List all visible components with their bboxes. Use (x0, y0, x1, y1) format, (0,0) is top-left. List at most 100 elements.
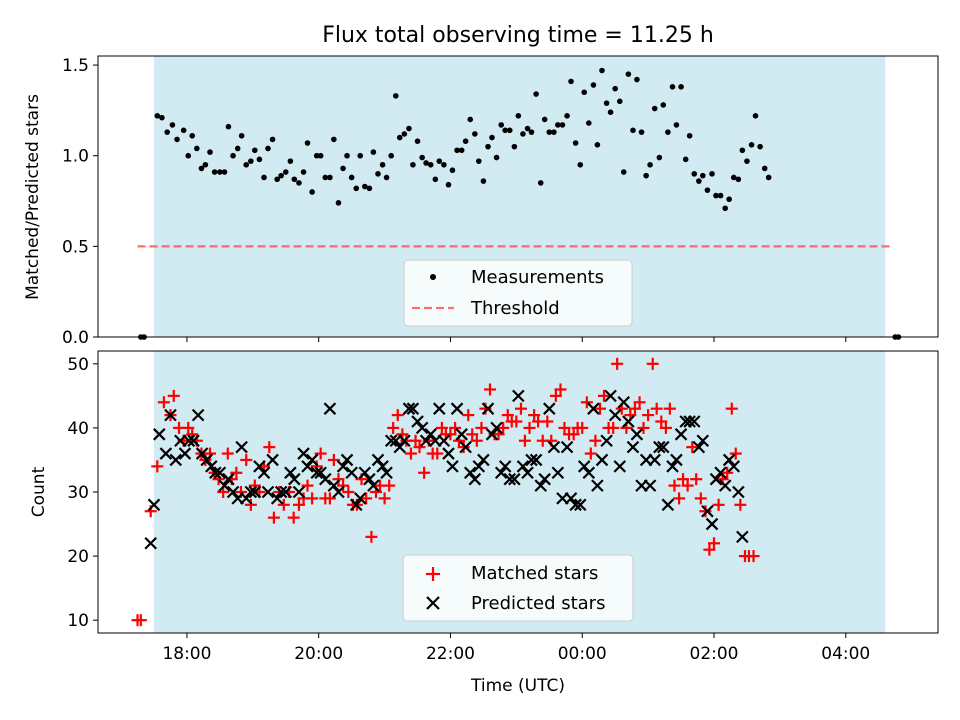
predicted-star-point (279, 485, 293, 499)
predicted-star-point (235, 440, 248, 454)
legend-matched-marker (426, 567, 440, 581)
predicted-star-point (547, 440, 561, 454)
predicted-star-point (648, 453, 661, 467)
measurement-point (691, 171, 698, 177)
predicted-star-point (406, 402, 420, 415)
matched-star-point (725, 402, 738, 415)
predicted-star-point (363, 472, 376, 486)
measurement-point (221, 169, 228, 175)
measurement-point (485, 143, 491, 150)
matched-star-point (457, 441, 470, 454)
measurement-point (414, 138, 421, 145)
measurement-point (340, 165, 346, 172)
measurement-point (502, 127, 508, 134)
ratio-y-tick-label: 0.5 (62, 237, 89, 257)
predicted-star-point (415, 421, 429, 435)
matched-star-point (444, 428, 457, 441)
measurement-point (709, 171, 715, 177)
measurement-point (722, 205, 728, 212)
matched-star-point (182, 421, 195, 434)
predicted-star-point (446, 460, 459, 473)
measurement-point (612, 85, 618, 92)
measurement-point (366, 185, 373, 192)
measurement-point (757, 143, 763, 150)
measurement-point (375, 171, 381, 177)
predicted-star-point (551, 466, 565, 480)
predicted-star-point (261, 485, 275, 499)
predicted-star-point (494, 466, 508, 480)
predicted-star-point (195, 447, 209, 460)
predicted-star-point (696, 434, 710, 448)
predicted-star-point (573, 498, 587, 512)
predicted-star-point (152, 428, 166, 441)
legend-measurements-marker (430, 274, 436, 280)
count-y-tick-label: 50 (67, 355, 89, 375)
measurement-point (533, 91, 539, 97)
measurement-point (506, 127, 513, 134)
measurement-point (586, 120, 592, 126)
predicted-star-point (244, 485, 258, 499)
matched-star-point (549, 389, 562, 402)
predicted-star-point (419, 434, 433, 448)
matched-star-point (466, 428, 479, 441)
predicted-star-point (274, 485, 288, 499)
ratio-y-tick-label: 1.0 (62, 147, 89, 167)
measurement-point (765, 174, 772, 181)
matched-star-point (151, 460, 164, 473)
measurement-point (274, 176, 281, 183)
matched-star-point (431, 447, 444, 460)
measurement-point (620, 169, 627, 175)
measurement-point (211, 169, 218, 175)
count-y-tick-label: 40 (67, 419, 89, 439)
matched-star-point (157, 396, 170, 409)
predicted-star-point (345, 466, 358, 480)
predicted-star-point (709, 472, 723, 486)
matched-star-point (387, 421, 400, 434)
measurement-point (234, 145, 241, 152)
measurement-point (735, 176, 742, 183)
ratio-y-tick-label: 1.5 (62, 56, 89, 76)
measurement-point (590, 82, 597, 88)
matched-star-point (418, 466, 431, 479)
count-y-tick-label: 30 (67, 483, 89, 503)
predicted-star-point (310, 466, 324, 480)
matched-star-point (528, 409, 541, 422)
measurement-point (696, 178, 702, 184)
measurement-point (300, 169, 307, 175)
predicted-star-point (442, 447, 455, 460)
matched-star-point (475, 421, 488, 434)
predicted-star-point (384, 434, 398, 448)
predicted-star-point (564, 492, 578, 505)
measurement-point (686, 132, 693, 139)
measurement-point (748, 142, 755, 148)
predicted-star-point (353, 492, 367, 505)
measurement-point (458, 147, 465, 154)
count-y-axis-label: Count (29, 466, 49, 517)
predicted-star-point (222, 472, 235, 486)
ratio-x-ticks (186, 337, 847, 342)
predicted-star-point (692, 440, 706, 454)
measurement-point (282, 169, 289, 175)
measurement-point (498, 122, 505, 128)
matched-star-point (708, 537, 720, 550)
measurement-point (256, 156, 263, 163)
measurement-point (217, 169, 223, 175)
predicted-stars-points (144, 389, 749, 550)
measurement-point (476, 158, 482, 164)
measurement-point (704, 187, 711, 193)
measurement-point (265, 145, 271, 152)
legend-predicted-marker (426, 596, 440, 610)
measurement-point (230, 152, 236, 159)
measurement-point (309, 189, 315, 195)
predicted-star-point (323, 402, 337, 415)
predicted-star-point (253, 460, 266, 473)
count-x-ticks: 18:00 20:00 22:00 00:00 02:00 04:00 (162, 633, 870, 664)
matched-star-point (607, 421, 620, 434)
measurement-point (564, 113, 570, 119)
predicted-star-point (463, 466, 477, 480)
predicted-star-point (582, 466, 596, 480)
predicted-star-point (284, 466, 297, 480)
matched-star-point (501, 409, 514, 422)
predicted-star-point (332, 485, 345, 499)
ratio-y-tick-label: 0.0 (62, 328, 89, 348)
